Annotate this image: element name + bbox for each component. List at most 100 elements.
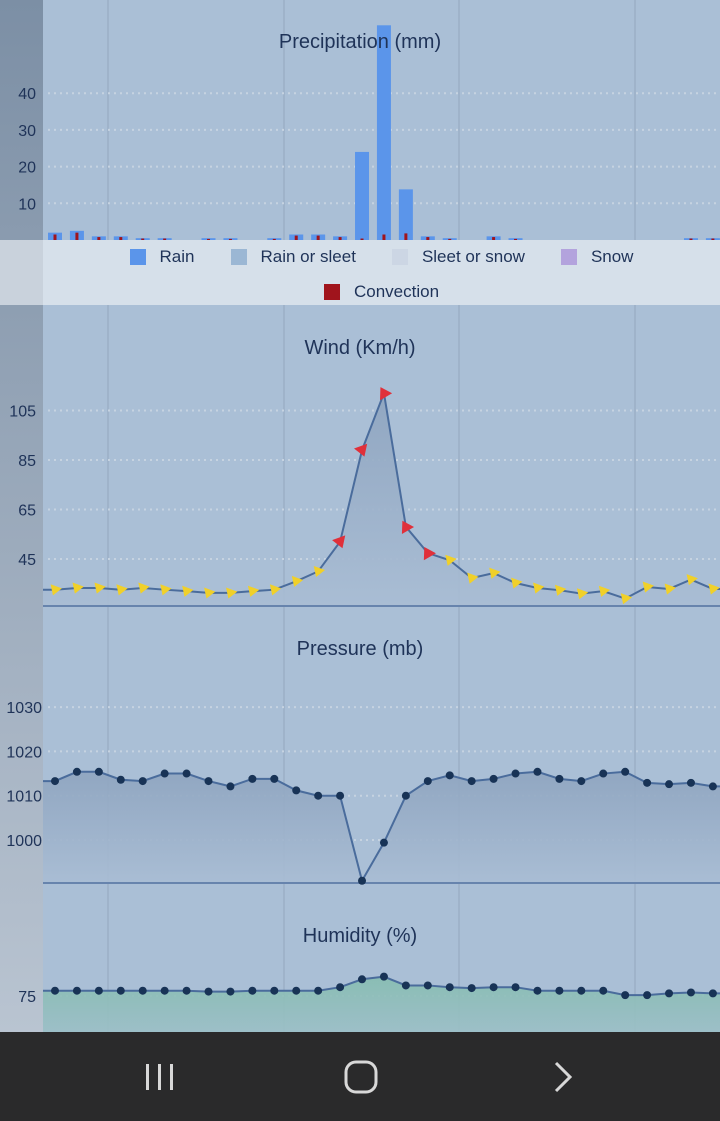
pressure-point bbox=[686, 778, 695, 787]
pressure-title: Pressure (mb) bbox=[297, 638, 424, 660]
wind-area bbox=[43, 393, 720, 606]
weather-charts: 1020304045658510510001010102010305075 Pr… bbox=[0, 0, 720, 1032]
rain-bar bbox=[398, 189, 413, 240]
wind-tick-label: 85 bbox=[18, 453, 36, 470]
humidity-point bbox=[708, 989, 717, 998]
humidity-point bbox=[467, 984, 476, 993]
pressure-point bbox=[599, 769, 608, 778]
legend-swatch bbox=[129, 249, 146, 265]
rain-bar bbox=[355, 151, 370, 240]
humidity-point bbox=[182, 986, 191, 995]
humidity-point bbox=[292, 986, 301, 995]
wind-arrow bbox=[511, 577, 523, 589]
humidity-area bbox=[43, 976, 720, 1032]
pressure-point bbox=[292, 786, 301, 795]
wind-arrow bbox=[664, 583, 676, 595]
back-button[interactable] bbox=[533, 1054, 593, 1100]
pressure-tick-label: 1010 bbox=[6, 789, 42, 806]
wind-arrow bbox=[620, 593, 633, 605]
wind-arrow bbox=[598, 585, 611, 597]
convection-bar bbox=[689, 238, 693, 240]
convection-bar bbox=[426, 237, 430, 240]
wind-arrow bbox=[708, 583, 720, 595]
pressure-point bbox=[358, 876, 367, 885]
wind-arrow bbox=[247, 585, 260, 597]
pressure-point bbox=[138, 777, 147, 786]
legend-item-convection: Convection bbox=[323, 281, 439, 303]
convection-bar bbox=[514, 238, 518, 240]
humidity-point bbox=[72, 986, 81, 995]
wind-arrow-strong bbox=[354, 443, 368, 457]
pressure-point bbox=[445, 771, 454, 780]
wind-arrow bbox=[642, 581, 654, 593]
wind-arrow bbox=[226, 587, 238, 599]
convection-bar bbox=[272, 238, 276, 240]
pressure-tick-label: 1020 bbox=[6, 744, 42, 761]
convection-bar bbox=[119, 237, 123, 240]
pressure-area bbox=[43, 771, 720, 883]
convection-bar bbox=[448, 238, 452, 240]
legend-swatch bbox=[560, 249, 577, 265]
humidity-point bbox=[336, 983, 345, 992]
wind-arrow bbox=[489, 567, 501, 579]
wind-arrow bbox=[533, 582, 545, 594]
humidity-point bbox=[379, 972, 388, 981]
convection-bar bbox=[141, 238, 145, 240]
wind-arrow bbox=[686, 574, 698, 586]
pressure-point bbox=[665, 780, 674, 789]
pressure-point bbox=[577, 777, 586, 786]
humidity-point bbox=[358, 975, 367, 984]
wind-arrow-strong bbox=[423, 546, 436, 561]
wind-arrow bbox=[291, 575, 304, 587]
convection-bar bbox=[207, 238, 211, 240]
precipitation-tick-label: 20 bbox=[18, 160, 36, 177]
wind-title: Wind (Km/h) bbox=[304, 337, 415, 359]
precipitation-tick-label: 40 bbox=[18, 86, 36, 103]
wind-arrow bbox=[72, 582, 84, 594]
convection-bar bbox=[316, 235, 320, 240]
humidity-point bbox=[445, 983, 454, 992]
convection-bar bbox=[382, 234, 386, 240]
wind-arrow bbox=[94, 582, 106, 594]
pressure-point bbox=[182, 769, 191, 778]
home-button[interactable] bbox=[331, 1054, 391, 1100]
pressure-point bbox=[621, 767, 630, 776]
convection-bar bbox=[228, 238, 232, 240]
humidity-point bbox=[160, 986, 169, 995]
wind-tick-label: 45 bbox=[18, 552, 36, 569]
wind-tick-label: 65 bbox=[18, 503, 36, 520]
humidity-point bbox=[643, 991, 652, 1000]
pressure-tick-label: 1030 bbox=[6, 700, 42, 717]
back-icon bbox=[554, 1061, 573, 1093]
pressure-point bbox=[226, 782, 235, 791]
legend-item-rain-or-sleet: Rain or sleet bbox=[230, 246, 356, 268]
wind-arrow bbox=[182, 585, 194, 597]
convection-bar bbox=[294, 235, 298, 240]
humidity-point bbox=[577, 986, 586, 995]
pressure-point bbox=[116, 775, 125, 784]
pressure-point bbox=[467, 777, 476, 786]
convection-bar bbox=[360, 238, 364, 240]
pressure-point bbox=[204, 777, 213, 786]
wind-arrow bbox=[116, 584, 128, 596]
humidity-point bbox=[314, 986, 323, 995]
legend-label: Snow bbox=[590, 247, 634, 266]
humidity-point bbox=[423, 981, 432, 990]
rain-bar bbox=[376, 25, 391, 241]
wind-arrow bbox=[467, 572, 479, 584]
humidity-point bbox=[116, 986, 125, 995]
humidity-point bbox=[248, 986, 257, 995]
pressure-point bbox=[336, 791, 345, 800]
recent-apps-button[interactable] bbox=[130, 1054, 190, 1100]
pressure-point bbox=[379, 838, 388, 847]
pressure-point bbox=[160, 769, 169, 778]
humidity-title: Humidity (%) bbox=[303, 925, 417, 947]
pressure-tick-label: 1000 bbox=[6, 833, 42, 850]
legend-swatch bbox=[391, 249, 408, 265]
convection-bar bbox=[75, 232, 79, 240]
precipitation-legend: Rain Rain or sleet Sleet or snow Snow Co… bbox=[43, 240, 720, 305]
pressure-point bbox=[511, 769, 520, 778]
humidity-point bbox=[138, 986, 147, 995]
convection-bar bbox=[338, 237, 342, 240]
humidity-point bbox=[686, 988, 695, 997]
